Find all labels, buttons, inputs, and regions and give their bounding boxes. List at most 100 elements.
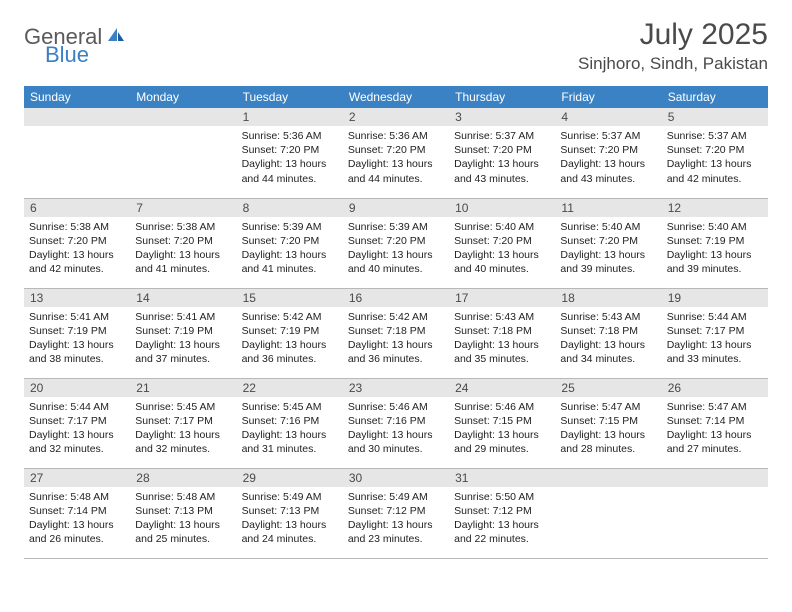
day-number: 19 <box>662 289 768 307</box>
day-header: Sunday <box>24 86 130 108</box>
cell-body: Sunrise: 5:45 AMSunset: 7:16 PMDaylight:… <box>237 397 343 462</box>
cell-body: Sunrise: 5:36 AMSunset: 7:20 PMDaylight:… <box>237 126 343 191</box>
daylight-line-2: and 43 minutes. <box>560 172 656 186</box>
sunrise-line: Sunrise: 5:40 AM <box>667 220 763 234</box>
sunrise-line: Sunrise: 5:46 AM <box>348 400 444 414</box>
day-number: 11 <box>555 199 661 217</box>
sunset-line: Sunset: 7:19 PM <box>135 324 231 338</box>
calendar-cell: 4Sunrise: 5:37 AMSunset: 7:20 PMDaylight… <box>555 108 661 198</box>
calendar-cell: 13Sunrise: 5:41 AMSunset: 7:19 PMDayligh… <box>24 288 130 378</box>
day-header: Saturday <box>662 86 768 108</box>
daylight-line-1: Daylight: 13 hours <box>29 518 125 532</box>
sunrise-line: Sunrise: 5:37 AM <box>667 129 763 143</box>
calendar-cell: 1Sunrise: 5:36 AMSunset: 7:20 PMDaylight… <box>237 108 343 198</box>
daylight-line-2: and 28 minutes. <box>560 442 656 456</box>
daylight-line-2: and 39 minutes. <box>560 262 656 276</box>
sunset-line: Sunset: 7:20 PM <box>454 234 550 248</box>
sunrise-line: Sunrise: 5:38 AM <box>29 220 125 234</box>
day-number: 9 <box>343 199 449 217</box>
day-number: 5 <box>662 108 768 126</box>
sunset-line: Sunset: 7:17 PM <box>29 414 125 428</box>
daylight-line-1: Daylight: 13 hours <box>135 248 231 262</box>
cell-body: Sunrise: 5:44 AMSunset: 7:17 PMDaylight:… <box>662 307 768 372</box>
sunrise-line: Sunrise: 5:42 AM <box>242 310 338 324</box>
sunrise-line: Sunrise: 5:40 AM <box>560 220 656 234</box>
sunset-line: Sunset: 7:20 PM <box>454 143 550 157</box>
sunrise-line: Sunrise: 5:41 AM <box>29 310 125 324</box>
day-number: 22 <box>237 379 343 397</box>
day-number: 6 <box>24 199 130 217</box>
sunset-line: Sunset: 7:14 PM <box>29 504 125 518</box>
sunset-line: Sunset: 7:15 PM <box>560 414 656 428</box>
sunrise-line: Sunrise: 5:47 AM <box>667 400 763 414</box>
daylight-line-2: and 42 minutes. <box>29 262 125 276</box>
cell-body: Sunrise: 5:39 AMSunset: 7:20 PMDaylight:… <box>237 217 343 282</box>
daylight-line-2: and 40 minutes. <box>348 262 444 276</box>
sunset-line: Sunset: 7:20 PM <box>348 234 444 248</box>
sunrise-line: Sunrise: 5:50 AM <box>454 490 550 504</box>
daylight-line-1: Daylight: 13 hours <box>454 157 550 171</box>
daylight-line-2: and 33 minutes. <box>667 352 763 366</box>
calendar-cell: 26Sunrise: 5:47 AMSunset: 7:14 PMDayligh… <box>662 378 768 468</box>
calendar-cell: 12Sunrise: 5:40 AMSunset: 7:19 PMDayligh… <box>662 198 768 288</box>
cell-body: Sunrise: 5:41 AMSunset: 7:19 PMDaylight:… <box>130 307 236 372</box>
cell-body: Sunrise: 5:47 AMSunset: 7:15 PMDaylight:… <box>555 397 661 462</box>
cell-body: Sunrise: 5:41 AMSunset: 7:19 PMDaylight:… <box>24 307 130 372</box>
daylight-line-2: and 42 minutes. <box>667 172 763 186</box>
calendar-cell <box>130 108 236 198</box>
daylight-line-2: and 24 minutes. <box>242 532 338 546</box>
cell-body: Sunrise: 5:46 AMSunset: 7:15 PMDaylight:… <box>449 397 555 462</box>
calendar-week: 20Sunrise: 5:44 AMSunset: 7:17 PMDayligh… <box>24 378 768 468</box>
daylight-line-1: Daylight: 13 hours <box>348 518 444 532</box>
logo-text-blue: Blue <box>45 42 89 68</box>
daylight-line-2: and 40 minutes. <box>454 262 550 276</box>
daylight-line-2: and 22 minutes. <box>454 532 550 546</box>
cell-body: Sunrise: 5:49 AMSunset: 7:12 PMDaylight:… <box>343 487 449 552</box>
day-header: Thursday <box>449 86 555 108</box>
month-title: July 2025 <box>578 18 768 52</box>
day-number: 14 <box>130 289 236 307</box>
daylight-line-1: Daylight: 13 hours <box>29 338 125 352</box>
sunset-line: Sunset: 7:12 PM <box>348 504 444 518</box>
calendar-cell: 18Sunrise: 5:43 AMSunset: 7:18 PMDayligh… <box>555 288 661 378</box>
daylight-line-2: and 35 minutes. <box>454 352 550 366</box>
daylight-line-2: and 30 minutes. <box>348 442 444 456</box>
sunrise-line: Sunrise: 5:42 AM <box>348 310 444 324</box>
sunrise-line: Sunrise: 5:44 AM <box>667 310 763 324</box>
daylight-line-2: and 38 minutes. <box>29 352 125 366</box>
calendar-page: General July 2025 Sinjhoro, Sindh, Pakis… <box>0 0 792 577</box>
daylight-line-1: Daylight: 13 hours <box>560 248 656 262</box>
daylight-line-2: and 34 minutes. <box>560 352 656 366</box>
day-number: 1 <box>237 108 343 126</box>
sunset-line: Sunset: 7:20 PM <box>135 234 231 248</box>
daylight-line-1: Daylight: 13 hours <box>560 338 656 352</box>
cell-body: Sunrise: 5:40 AMSunset: 7:20 PMDaylight:… <box>449 217 555 282</box>
calendar-week: 1Sunrise: 5:36 AMSunset: 7:20 PMDaylight… <box>24 108 768 198</box>
cell-body: Sunrise: 5:48 AMSunset: 7:14 PMDaylight:… <box>24 487 130 552</box>
daylight-line-2: and 26 minutes. <box>29 532 125 546</box>
calendar-cell: 15Sunrise: 5:42 AMSunset: 7:19 PMDayligh… <box>237 288 343 378</box>
daylight-line-1: Daylight: 13 hours <box>560 157 656 171</box>
day-number: 8 <box>237 199 343 217</box>
daylight-line-2: and 41 minutes. <box>135 262 231 276</box>
cell-body: Sunrise: 5:38 AMSunset: 7:20 PMDaylight:… <box>130 217 236 282</box>
sunset-line: Sunset: 7:18 PM <box>454 324 550 338</box>
daylight-line-1: Daylight: 13 hours <box>29 428 125 442</box>
sunset-line: Sunset: 7:13 PM <box>242 504 338 518</box>
cell-body: Sunrise: 5:39 AMSunset: 7:20 PMDaylight:… <box>343 217 449 282</box>
daylight-line-2: and 44 minutes. <box>242 172 338 186</box>
sunset-line: Sunset: 7:20 PM <box>560 234 656 248</box>
cell-body: Sunrise: 5:42 AMSunset: 7:18 PMDaylight:… <box>343 307 449 372</box>
day-number: 7 <box>130 199 236 217</box>
calendar-cell: 31Sunrise: 5:50 AMSunset: 7:12 PMDayligh… <box>449 468 555 558</box>
daylight-line-2: and 29 minutes. <box>454 442 550 456</box>
daylight-line-1: Daylight: 13 hours <box>348 338 444 352</box>
calendar-cell: 5Sunrise: 5:37 AMSunset: 7:20 PMDaylight… <box>662 108 768 198</box>
daylight-line-1: Daylight: 13 hours <box>454 338 550 352</box>
day-number-bar <box>130 108 236 126</box>
sunset-line: Sunset: 7:14 PM <box>667 414 763 428</box>
cell-body: Sunrise: 5:37 AMSunset: 7:20 PMDaylight:… <box>555 126 661 191</box>
cell-body: Sunrise: 5:36 AMSunset: 7:20 PMDaylight:… <box>343 126 449 191</box>
sunrise-line: Sunrise: 5:45 AM <box>135 400 231 414</box>
cell-body: Sunrise: 5:43 AMSunset: 7:18 PMDaylight:… <box>555 307 661 372</box>
